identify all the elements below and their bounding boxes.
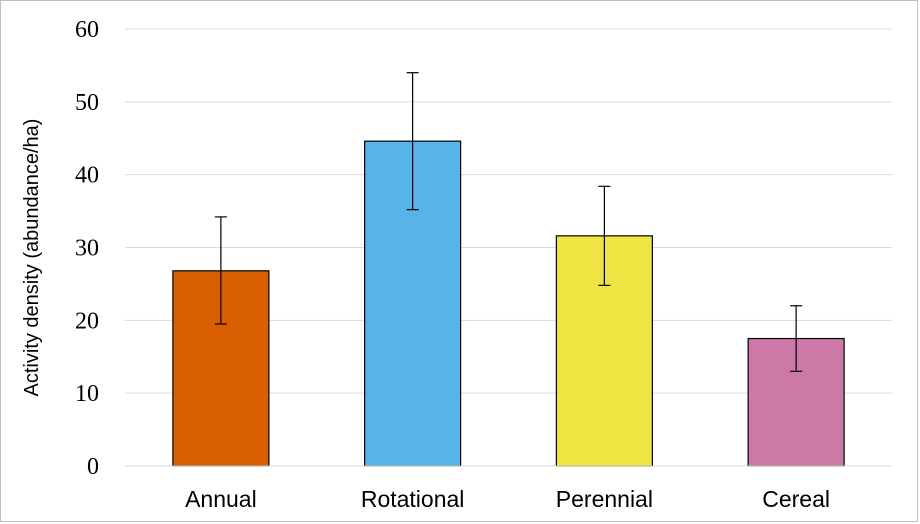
y-tick-label-50: 50	[75, 90, 99, 116]
error-bar-cereal	[790, 305, 803, 372]
x-label-annual: Annual	[185, 486, 257, 512]
error-bar-perennial	[598, 185, 611, 286]
error-bar-rotational	[406, 72, 419, 211]
y-tick-label-40: 40	[75, 163, 99, 189]
y-axis-title: Activity density (abundance/ha)	[21, 119, 43, 397]
bars	[172, 140, 845, 467]
y-tick-label-10: 10	[75, 381, 99, 407]
error-bar-annual	[214, 216, 227, 325]
x-label-perennial: Perennial	[556, 486, 653, 512]
y-tick-label-30: 30	[75, 236, 99, 262]
error-bars	[214, 72, 803, 372]
x-axis-category-labels: Annual Rotational Perennial Cereal	[185, 486, 830, 512]
x-label-cereal: Cereal	[762, 486, 830, 512]
y-tick-label-20: 20	[75, 308, 99, 334]
y-axis-tick-labels: 0 10 20 30 40 50 60	[75, 17, 99, 480]
y-tick-label-0: 0	[87, 454, 99, 480]
x-label-rotational: Rotational	[361, 486, 465, 512]
y-tick-label-60: 60	[75, 17, 99, 43]
